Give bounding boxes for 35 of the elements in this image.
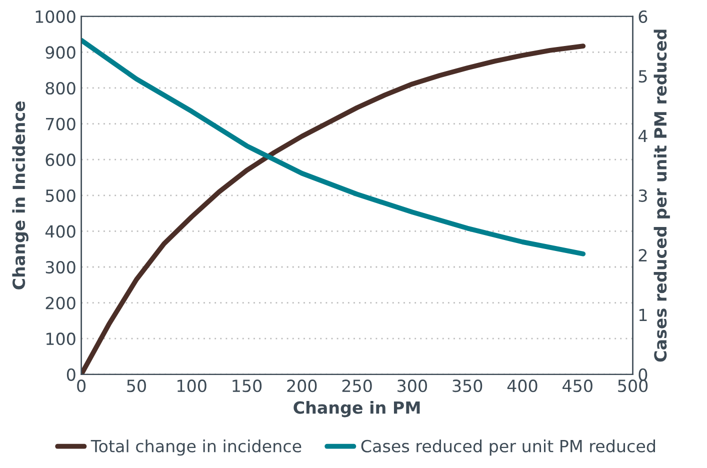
x-tick-label: 350: [452, 380, 482, 392]
x-tick-label: 0: [77, 380, 86, 392]
y-tick-label: 0: [66, 368, 76, 381]
line-series: [81, 38, 586, 256]
x-tick-label: 50: [127, 380, 146, 392]
line-series: [81, 44, 586, 374]
y-tick-label: 1000: [36, 10, 76, 23]
y-tick-label: 500: [46, 189, 76, 202]
x-tick-label: 250: [342, 380, 372, 392]
x-tick-label: 150: [232, 380, 262, 392]
y-tick-label: 400: [45, 225, 76, 238]
y-tick-label: 300: [46, 260, 76, 274]
y2-tick-label: 4: [638, 130, 648, 142]
y2-tick-label: 3: [638, 189, 647, 202]
y-tick-label: 700: [46, 118, 76, 130]
x-tick-label: 100: [178, 380, 206, 392]
y-axis-title: Change in Incidence: [12, 101, 28, 290]
y-tick-label: 100: [46, 332, 76, 346]
x-tick-label: 300: [398, 380, 427, 392]
y2-axis-title: Cases reduced per unit PM reduced: [654, 30, 670, 362]
y2-tick-label: 1: [639, 308, 647, 322]
y2-tick-label: 5: [638, 70, 647, 83]
y2-tick-label: 2: [638, 249, 647, 262]
y-tick-label: 200: [46, 296, 76, 310]
x-tick-label: 200: [287, 380, 317, 392]
x-tick-label: 450: [562, 380, 592, 392]
x-tick-label: 400: [507, 380, 538, 392]
y-tick-label: 800: [46, 82, 76, 95]
y-tick-label: 600: [46, 154, 76, 166]
legend-label: Total change in incidence: [90, 440, 302, 456]
x-tick-label: 500: [618, 380, 648, 392]
x-axis-title: Change in PM: [294, 400, 420, 418]
y2-tick-label: 6: [638, 10, 648, 23]
legend-label: Cases reduced per unit PM reduced: [361, 440, 655, 456]
y-tick-label: 900: [46, 46, 76, 59]
